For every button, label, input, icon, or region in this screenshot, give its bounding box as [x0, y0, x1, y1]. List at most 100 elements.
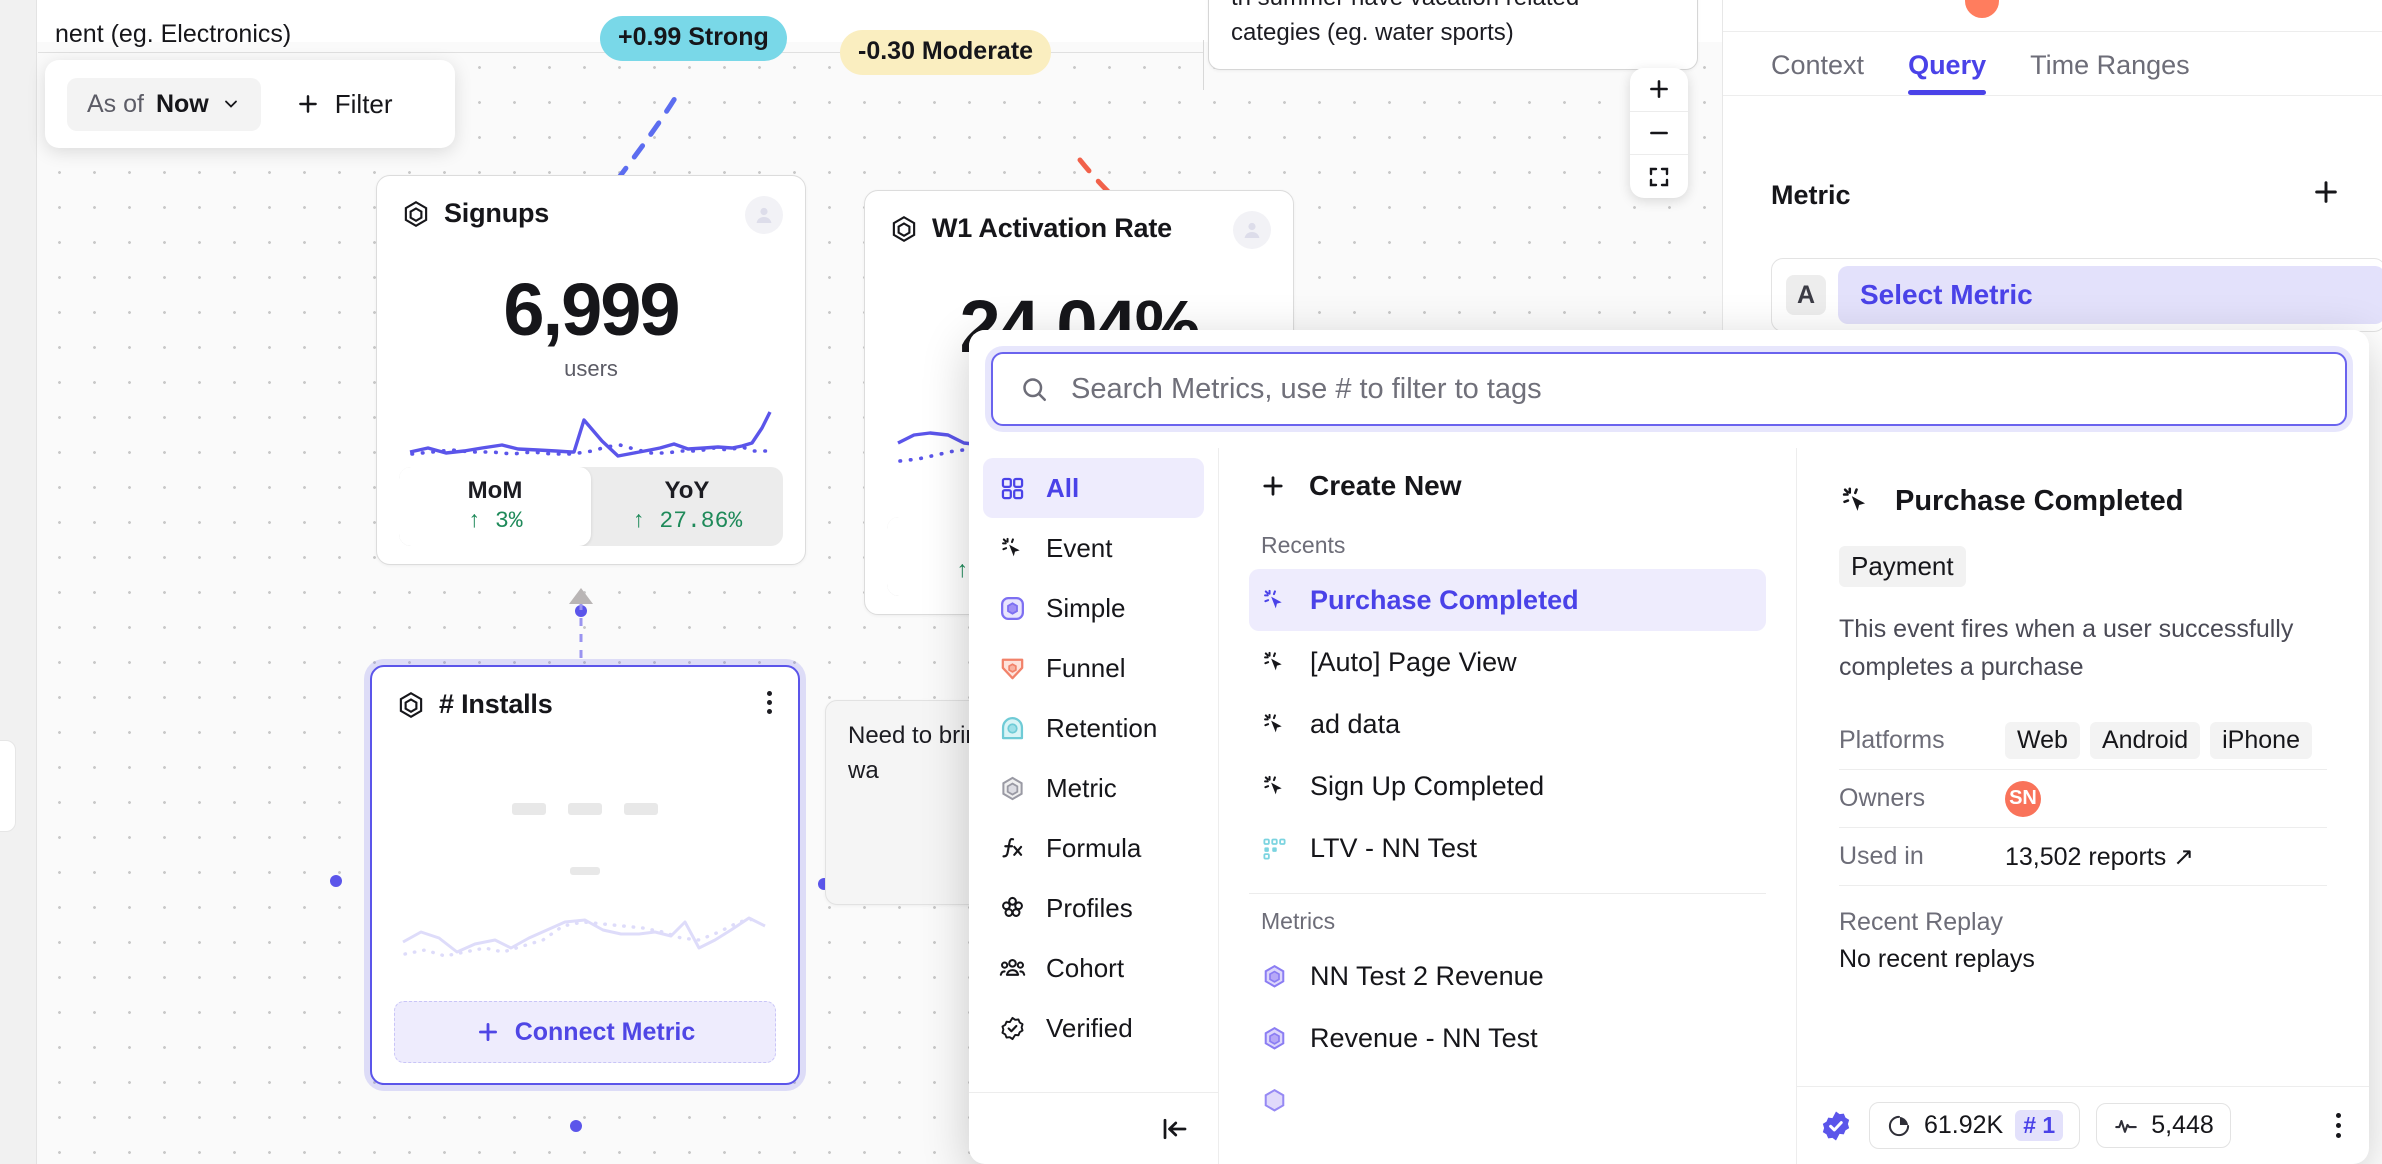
- category-item-event[interactable]: Event: [983, 518, 1204, 578]
- category-item-verified[interactable]: Verified: [983, 998, 1204, 1058]
- comparison-yoy[interactable]: YoY ↑ 27.86%: [591, 467, 783, 546]
- canvas-left-rail: [0, 0, 37, 1164]
- metric-slot-badge: A: [1786, 275, 1826, 315]
- volume-stat-chip[interactable]: 61.92K # 1: [1869, 1102, 2081, 1149]
- card-title: W1 Activation Rate: [932, 213, 1172, 243]
- detail-row-owners: Owners SN: [1839, 770, 2327, 828]
- search-box[interactable]: [991, 352, 2347, 426]
- connect-metric-label: Connect Metric: [514, 1017, 696, 1046]
- tab-query[interactable]: Query: [1908, 50, 1987, 95]
- comparison-label: YoY: [664, 477, 710, 504]
- category-item-cohort[interactable]: Cohort: [983, 938, 1204, 998]
- activity-stat-chip[interactable]: 5,448: [2096, 1103, 2231, 1148]
- list-item-label: [Auto] Page View: [1310, 646, 1517, 677]
- category-sidebar[interactable]: All Event Simple: [969, 448, 1219, 1164]
- list-item-nn-test-2-revenue[interactable]: NN Test 2 Revenue: [1249, 945, 1766, 1007]
- category-item-simple[interactable]: Simple: [983, 578, 1204, 638]
- connector-dot[interactable]: [575, 605, 587, 617]
- add-metric-button[interactable]: [2310, 176, 2342, 213]
- zoom-controls[interactable]: [1630, 68, 1688, 198]
- formula-fx-icon: [1002, 837, 1023, 857]
- user-avatar[interactable]: [1965, 0, 1999, 18]
- skeleton-block: [511, 803, 546, 815]
- detail-value: SN: [2005, 780, 2327, 817]
- category-label: Metric: [1046, 772, 1117, 803]
- detail-description: This event fires when a user successfull…: [1839, 615, 2294, 681]
- correlation-badge-moderate[interactable]: -0.30 Moderate: [840, 30, 1052, 75]
- connector-dot[interactable]: [570, 1120, 582, 1132]
- list-item-ltv-nn-test[interactable]: LTV - NN Test: [1249, 817, 1766, 879]
- avatar: [745, 196, 783, 234]
- skeleton-block: [568, 803, 602, 815]
- comparison-delta: ↑ 3%: [467, 508, 523, 534]
- select-metric-button[interactable]: Select Metric: [1838, 266, 2382, 324]
- category-item-profiles[interactable]: Profiles: [983, 878, 1204, 938]
- connector-dot[interactable]: [330, 875, 342, 887]
- volume-value: 61.92K: [1924, 1111, 2004, 1139]
- metric-detail-pane: Purchase Completed Payment This event fi…: [1797, 448, 2369, 1164]
- tab-time-ranges[interactable]: Time Ranges: [2030, 50, 2190, 80]
- list-item-auto-page-view[interactable]: [Auto] Page View: [1249, 631, 1766, 693]
- category-item-metric[interactable]: Metric: [983, 758, 1204, 818]
- panel-tabs[interactable]: Context Query Time Ranges: [1723, 32, 2382, 96]
- zoom-in-button[interactable]: [1630, 68, 1688, 111]
- card-header: W1 Activation Rate: [865, 191, 1293, 244]
- simple-hexagon-icon: [1264, 1088, 1285, 1112]
- category-item-all[interactable]: All: [983, 458, 1204, 518]
- detail-row-platforms: Platforms Web Android iPhone: [1839, 712, 2327, 770]
- connect-metric-button[interactable]: Connect Metric: [394, 1001, 776, 1063]
- plus-icon: [1263, 476, 1283, 496]
- event-cursor-icon: [1264, 713, 1282, 732]
- simple-hexagon-icon: [1264, 964, 1285, 988]
- metric-card-installs[interactable]: # Installs Connect Metric: [370, 665, 800, 1085]
- popover-search-area: [969, 330, 2369, 448]
- correlation-badge-strong[interactable]: +0.99 Strong: [600, 16, 787, 61]
- event-cursor-icon: [1264, 775, 1282, 794]
- list-divider: [1249, 893, 1766, 894]
- plus-icon: [1650, 80, 1668, 99]
- comparison-mom[interactable]: MoM ↑ 3%: [399, 467, 591, 546]
- recent-replay-label: Recent Replay: [1839, 908, 2003, 936]
- activity-pulse-icon: [2115, 1119, 2138, 1133]
- kebab-menu-icon[interactable]: [2336, 1113, 2341, 1138]
- asof-dropdown[interactable]: As of Now: [67, 77, 261, 131]
- list-item-sign-up-completed[interactable]: Sign Up Completed: [1249, 755, 1766, 817]
- card-kpi-value: 6,999: [503, 268, 680, 351]
- sticky-note-top[interactable]: th summer have vacation related categies…: [1208, 0, 1698, 70]
- platform-chip-web: Web: [2005, 722, 2080, 759]
- create-new-label: Create New: [1309, 470, 1462, 501]
- event-cursor-icon: [1002, 537, 1020, 556]
- asof-toolbar[interactable]: As of Now Filter: [45, 60, 455, 148]
- metric-row-a[interactable]: A Select Metric: [1771, 258, 2382, 332]
- add-filter-button[interactable]: Filter: [295, 89, 393, 120]
- used-in-link[interactable]: 13,502 reports ↗: [2005, 842, 2195, 871]
- search-icon: [1023, 378, 1046, 401]
- zoom-fit-button[interactable]: [1630, 154, 1688, 198]
- metric-results-list[interactable]: Create New Recents Purchase Completed [A…: [1219, 448, 1797, 1164]
- metric-card-signups[interactable]: Signups 6,999 users MoM ↑ 3% YoY: [376, 175, 806, 565]
- list-item-ad-data[interactable]: ad data: [1249, 693, 1766, 755]
- search-input[interactable]: [1071, 372, 2345, 406]
- plus-icon: [2315, 181, 2337, 203]
- recent-replay-value: No recent replays: [1839, 945, 2035, 973]
- comparison-toggle-group[interactable]: MoM ↑ 3% YoY ↑ 27.86%: [399, 467, 783, 546]
- list-item-revenue-nn-test[interactable]: Revenue - NN Test: [1249, 1007, 1766, 1069]
- cohort-people-icon: [999, 958, 1026, 976]
- simple-hexagon-icon: [1264, 1026, 1285, 1050]
- list-item-partial[interactable]: [1249, 1069, 1766, 1131]
- tab-context[interactable]: Context: [1771, 50, 1865, 80]
- collapse-sidebar-button[interactable]: [969, 1092, 1218, 1164]
- category-item-formula[interactable]: Formula: [983, 818, 1204, 878]
- category-item-funnel[interactable]: Funnel: [983, 638, 1204, 698]
- category-item-retention[interactable]: Retention: [983, 698, 1204, 758]
- user-icon: [756, 207, 772, 223]
- create-new-button[interactable]: Create New: [1249, 448, 1766, 524]
- detail-key: Used in: [1839, 842, 1924, 870]
- group-label-recents: Recents: [1261, 532, 1346, 558]
- list-item-label: Purchase Completed: [1310, 584, 1579, 615]
- metric-picker-popover[interactable]: All Event Simple: [969, 330, 2369, 1164]
- owner-avatar[interactable]: SN: [2005, 780, 2041, 817]
- zoom-out-button[interactable]: [1630, 110, 1688, 155]
- list-item-purchase-completed[interactable]: Purchase Completed: [1249, 569, 1766, 631]
- kebab-menu-icon[interactable]: [767, 691, 772, 714]
